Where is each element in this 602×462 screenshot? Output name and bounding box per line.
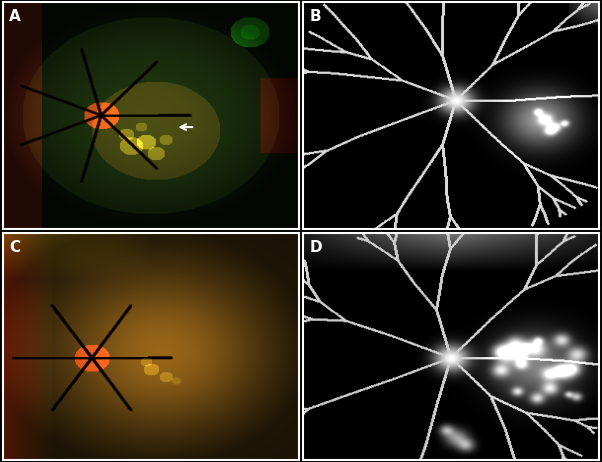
Text: D: D bbox=[309, 240, 322, 255]
Text: B: B bbox=[309, 9, 321, 24]
Text: A: A bbox=[9, 9, 20, 24]
Text: C: C bbox=[9, 240, 20, 255]
